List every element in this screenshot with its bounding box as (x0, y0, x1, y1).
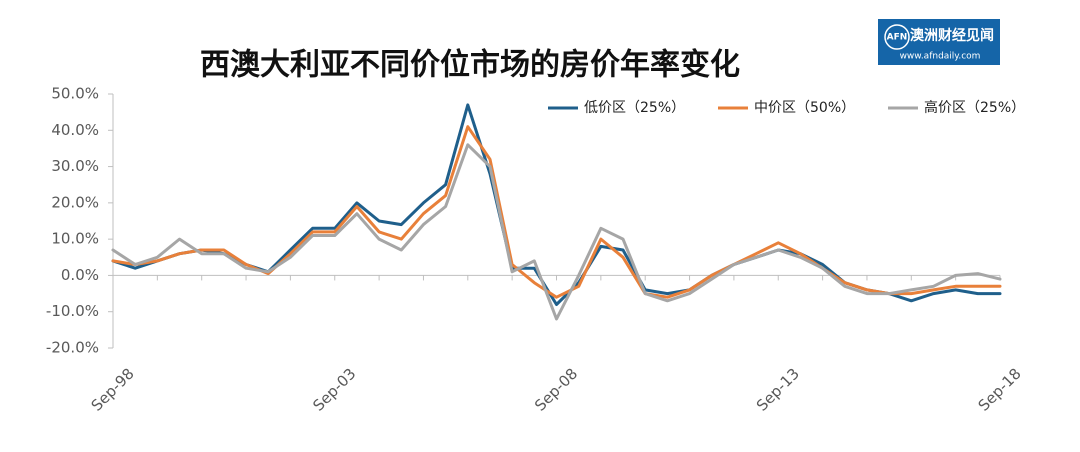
series-line (111, 143, 1002, 321)
legend-label: 中价区（50%） (754, 100, 855, 116)
legend-label: 高价区（25%） (924, 99, 1025, 116)
x-tick-label: Sep-98 (88, 365, 138, 415)
y-tick-label: 10.0% (51, 230, 99, 248)
legend-label: 低价区（25%） (584, 100, 685, 116)
x-tick-label: Sep-08 (531, 365, 581, 415)
y-tick-label: 0.0% (61, 266, 99, 284)
logo-circle (884, 24, 910, 50)
x-tick-label: Sep-13 (753, 365, 803, 415)
y-tick-label: 50.0% (51, 85, 99, 103)
logo-url: www.afndaily.com (900, 52, 981, 62)
y-tick-label: -20.0% (46, 339, 99, 357)
y-tick-label: 20.0% (51, 193, 99, 211)
logo-badge: AFN (887, 33, 908, 43)
y-tick-label: -10.0% (46, 302, 99, 320)
logo-name: 澳洲财经见闻 (910, 27, 994, 44)
series-line (111, 125, 1002, 299)
y-tick-label: 30.0% (51, 157, 99, 175)
chart-title: 西澳大利亚不同价位市场的房价年率变化 (200, 48, 740, 83)
series-line (111, 103, 1002, 306)
y-tick-label: 40.0% (51, 121, 99, 139)
x-tick-label: Sep-18 (975, 365, 1025, 415)
x-tick-label: Sep-03 (309, 365, 359, 415)
logo-box (878, 19, 1000, 65)
